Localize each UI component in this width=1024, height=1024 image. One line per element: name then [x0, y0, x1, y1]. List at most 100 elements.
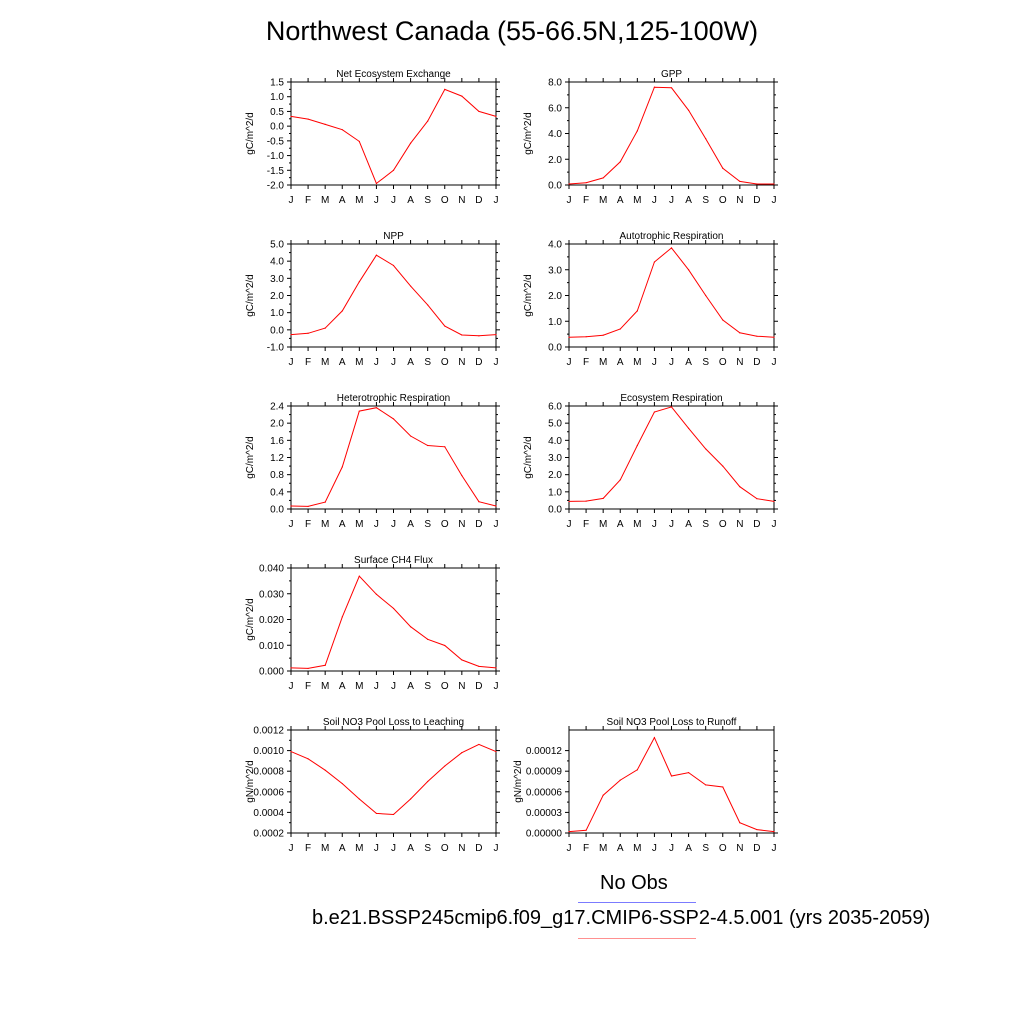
y-tick-label: 2.4: [270, 402, 284, 413]
x-tick-label: A: [339, 843, 346, 854]
x-tick-label: N: [458, 357, 465, 368]
x-tick-label: F: [305, 519, 311, 530]
data-point: [392, 607, 395, 610]
data-point: [290, 505, 292, 507]
y-axis-label: gC/m^2/d: [245, 436, 256, 479]
x-tick-label: A: [617, 357, 624, 368]
y-tick-label: -1.0: [267, 343, 285, 354]
data-point: [687, 771, 690, 774]
x-tick-label: N: [458, 519, 465, 530]
y-tick-label: 2.0: [270, 291, 284, 302]
x-tick-label: J: [567, 195, 572, 206]
x-tick-label: O: [441, 519, 449, 530]
y-tick-label: 1.6: [270, 436, 284, 447]
x-tick-label: A: [617, 519, 624, 530]
x-tick-label: M: [321, 519, 329, 530]
y-tick-label: 2.0: [548, 470, 562, 481]
data-point: [358, 575, 360, 577]
data-point: [585, 336, 587, 338]
data-point: [341, 129, 343, 131]
y-tick-label: 1.2: [270, 453, 284, 464]
chart-title: Ecosystem Respiration: [620, 393, 722, 404]
x-tick-label: J: [772, 195, 777, 206]
x-tick-label: J: [289, 843, 294, 854]
data-point: [636, 130, 638, 132]
data-point: [444, 644, 446, 647]
chart-title: Net Ecosystem Exchange: [336, 69, 451, 80]
data-point: [568, 336, 570, 338]
x-tick-label: A: [617, 843, 624, 854]
series-line: [568, 247, 775, 338]
y-axis-label: gC/m^2/d: [245, 598, 256, 641]
y-tick-label: 1.0: [548, 487, 562, 498]
x-tick-label: J: [289, 195, 294, 206]
x-tick-label: A: [407, 843, 414, 854]
x-tick-label: J: [374, 519, 379, 530]
y-tick-label: 0.00000: [526, 829, 563, 840]
x-tick-label: A: [339, 195, 346, 206]
x-tick-label: J: [652, 357, 657, 368]
data-point: [568, 831, 570, 833]
y-axis-label: gC/m^2/d: [523, 274, 534, 317]
data-point: [290, 115, 292, 118]
y-tick-label: 2.0: [548, 155, 562, 166]
y-tick-label: 0.5: [270, 107, 284, 118]
x-tick-label: J: [772, 843, 777, 854]
y-tick-label: 0.000: [259, 667, 284, 678]
x-tick-label: J: [567, 843, 572, 854]
series-line: [290, 743, 497, 816]
data-point: [739, 486, 741, 488]
data-point: [705, 448, 707, 450]
data-point: [670, 247, 673, 249]
panel-npp: NPP-1.00.01.02.03.04.05.0J F M A M J J A S O N D JgC…: [245, 231, 500, 368]
x-tick-label: D: [475, 357, 482, 368]
data-point: [444, 765, 446, 767]
data-point: [705, 138, 707, 140]
x-tick-label: A: [339, 357, 346, 368]
y-tick-label: 2.0: [270, 419, 284, 430]
data-point: [375, 812, 378, 815]
data-point: [687, 427, 690, 429]
data-point: [307, 332, 309, 334]
x-tick-label: M: [599, 195, 607, 206]
chart-title: Soil NO3 Pool Loss to Runoff: [607, 717, 737, 728]
x-tick-label: J: [652, 843, 657, 854]
data-point: [739, 822, 741, 824]
data-point: [409, 285, 412, 287]
chart-title: NPP: [383, 231, 404, 242]
data-point: [739, 332, 741, 334]
y-tick-label: 0.0: [548, 343, 562, 354]
y-tick-label: 4.0: [548, 240, 562, 251]
x-tick-label: A: [407, 357, 414, 368]
x-tick-label: D: [753, 843, 760, 854]
x-tick-label: J: [374, 195, 379, 206]
data-point: [653, 736, 656, 739]
data-point: [341, 782, 343, 785]
x-tick-label: D: [753, 519, 760, 530]
data-point: [773, 500, 775, 503]
x-tick-label: N: [458, 843, 465, 854]
data-point: [324, 123, 326, 125]
x-tick-label: F: [583, 843, 589, 854]
data-point: [392, 169, 395, 171]
x-tick-label: J: [289, 519, 294, 530]
x-tick-label: M: [355, 195, 363, 206]
data-point: [478, 743, 480, 746]
panel-soil-no3-pool-loss-to-runoff: Soil NO3 Pool Loss to Runoff 0.00000 0.000…: [513, 717, 778, 854]
data-point: [619, 328, 621, 330]
panel-soil-no3-pool-loss-to-leaching: Soil NO3 Pool Loss to Leaching 0.0002 0.00…: [245, 717, 500, 854]
x-tick-label: S: [702, 843, 709, 854]
y-tick-label: 0.4: [270, 487, 284, 498]
x-tick-label: M: [633, 357, 641, 368]
y-tick-label: 0.00009: [526, 767, 563, 778]
panel-net-ecosystem-exchange: Net Ecosystem Exchange -2.0 -1.5 -1.0 -0.5 0.…: [245, 69, 500, 206]
y-axis-label: gC/m^2/d: [245, 274, 256, 317]
x-tick-label: J: [374, 357, 379, 368]
data-point: [461, 95, 463, 97]
x-tick-label: F: [305, 357, 311, 368]
data-point: [670, 87, 673, 89]
data-point: [687, 109, 690, 111]
x-tick-label: J: [494, 519, 499, 530]
data-point: [722, 465, 724, 467]
x-tick-label: S: [424, 843, 431, 854]
